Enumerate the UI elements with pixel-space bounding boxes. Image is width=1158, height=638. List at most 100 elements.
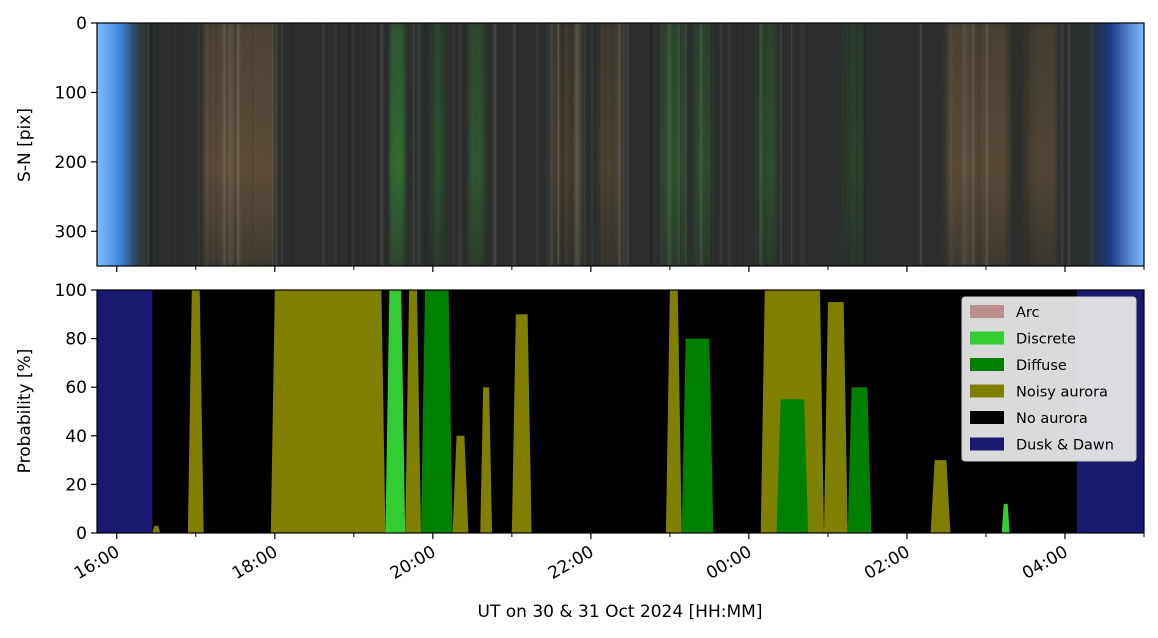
streak [684,23,687,266]
streak [458,23,462,266]
x-axis-label: UT on 30 & 31 Oct 2024 [HH:MM] [478,602,763,622]
streak [362,23,365,266]
streak [443,23,445,266]
y-tick-label: 300 [55,222,87,242]
legend-swatch [970,358,1004,371]
streak [834,23,836,266]
streak [588,23,591,266]
streak [574,23,578,266]
streak [785,23,787,266]
streak [788,23,792,266]
streak [386,23,389,266]
streak [376,23,381,266]
streak [346,23,351,266]
streak [741,23,744,266]
streak [223,23,226,266]
streak [356,23,360,266]
legend-label: Diffuse [1016,358,1067,374]
legend-label: Dusk & Dawn [1016,438,1114,454]
streak [424,23,428,266]
streak [322,23,325,266]
streak [412,23,415,266]
streak [976,23,981,266]
probability-area [511,314,532,533]
probability-area [1001,503,1010,533]
streak [797,23,799,266]
streak [495,23,497,266]
streak [1005,23,1008,266]
streak [669,23,672,266]
streak [568,23,572,266]
streak [1025,23,1030,266]
streak [513,23,516,266]
streak [913,23,917,266]
probability-area [823,302,848,533]
legend-label: Noisy aurora [1016,385,1108,401]
streak [292,23,295,266]
streak [230,23,234,266]
y-tick-label: 20 [65,475,87,495]
probability-area [681,338,714,533]
keogram-warm-bands [203,23,1058,266]
keogram-dawn-twilight [1076,23,1144,266]
streak [1060,23,1064,266]
streak [373,23,376,266]
streak [759,23,761,266]
streak [334,23,338,266]
probability-area [152,525,161,533]
streak [610,23,614,266]
probability-area [480,387,493,533]
streak [802,23,805,266]
streak [659,23,661,266]
streak [649,23,653,266]
streak [735,23,738,266]
keogram-panel: 0 100 200 300 S-N [pix] [15,14,1145,272]
streak [182,23,184,266]
streak [750,23,752,266]
streak [1029,23,1033,266]
streak [227,23,232,266]
probability-area [665,290,682,533]
streak [763,23,767,266]
streak [348,23,353,266]
streak [714,23,717,266]
streak [177,23,182,266]
keogram-frame [96,22,1145,267]
probability-x-axis: 16:00 18:00 20:00 22:00 00:00 02:00 04:00 [71,533,1145,584]
streak [677,23,679,266]
streak [440,23,443,266]
streak [728,23,731,266]
green-band [389,23,406,266]
streak [520,23,523,266]
x-tick-label: 04:00 [1019,542,1071,584]
streak [964,23,969,266]
keogram-green-bands [389,23,864,266]
streak [1027,23,1030,266]
streak [209,23,212,266]
streak [205,23,208,266]
keogram-streaks [97,23,1124,266]
streak [800,23,803,266]
probability-frame [96,289,1145,534]
legend-label: Arc [1016,305,1040,321]
streak [699,23,703,266]
streak [864,23,866,266]
streak [273,23,275,266]
streak [252,23,254,266]
green-band [843,23,864,266]
streak [1067,23,1071,266]
streak [386,23,390,266]
probability-area [385,290,406,533]
streak [170,23,173,266]
streak [760,23,763,266]
probability-area [847,387,872,533]
streak [275,23,279,266]
streak [222,23,225,266]
streak [503,23,506,266]
warm-band [946,23,1010,266]
streak [710,23,713,266]
streak [649,23,654,266]
probability-area [405,290,421,533]
keogram-ylabel: S-N [pix] [15,108,35,182]
